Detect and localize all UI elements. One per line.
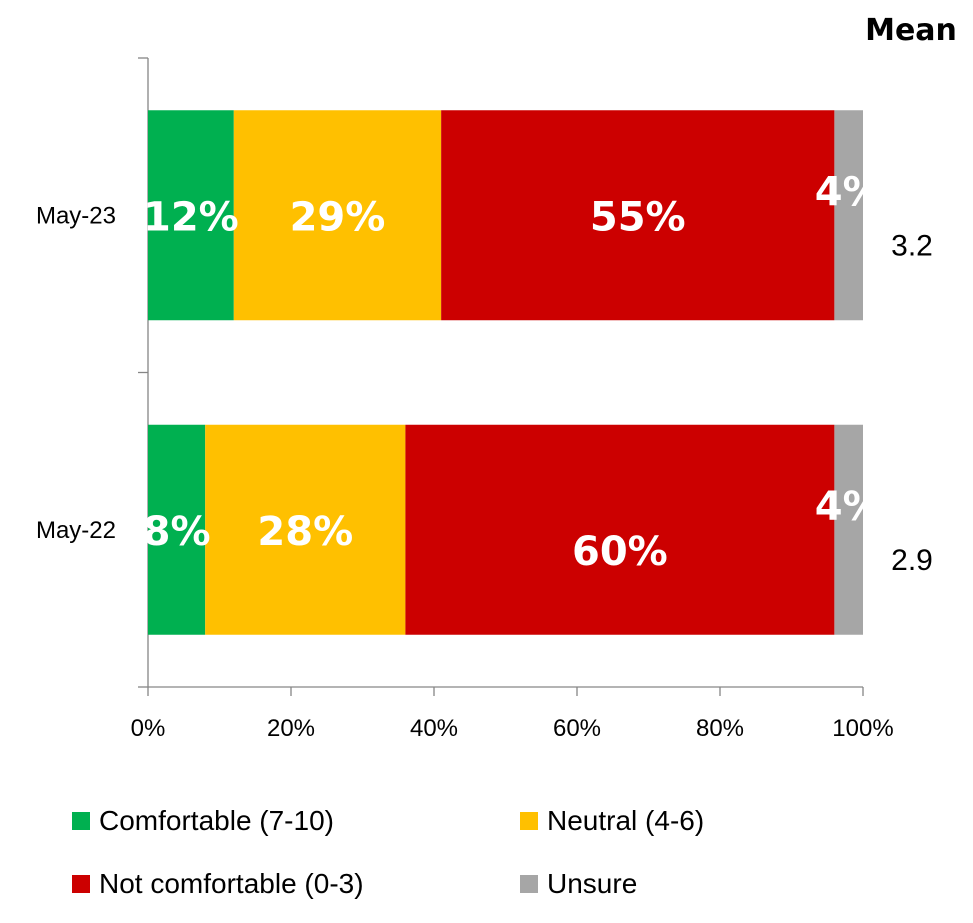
bar-segment (441, 110, 835, 321)
chart-bars (148, 110, 863, 635)
x-tick-label: 60% (553, 715, 601, 742)
legend-swatch (72, 812, 90, 830)
x-tick-label: 40% (410, 715, 458, 742)
category-label: May-22 (36, 517, 116, 544)
mean-value: 2.9 (891, 544, 933, 577)
data-label: 60% (572, 529, 668, 575)
data-label: 12% (143, 194, 239, 240)
legend-label: Not comfortable (0-3) (99, 868, 364, 899)
bar-segment (205, 424, 406, 635)
chart-legend: Comfortable (7-10) Neutral (4-6) Not comfo… (72, 805, 704, 899)
x-tick-label: 0% (131, 715, 166, 742)
data-label: 28% (257, 509, 353, 555)
x-tick-label: 20% (267, 715, 315, 742)
legend-swatch (72, 875, 90, 893)
bar-segment (148, 424, 206, 635)
legend-swatch (520, 812, 538, 830)
data-label: 29% (290, 194, 386, 240)
bar-segment (233, 110, 442, 321)
bar-segment (148, 110, 234, 321)
mean-value: 3.2 (891, 229, 933, 262)
bar-segment (834, 424, 863, 635)
bar-segment (834, 110, 863, 321)
category-label: May-23 (36, 202, 116, 229)
bar-segment (405, 424, 835, 635)
legend-label: Unsure (547, 868, 637, 899)
legend-swatch (520, 875, 538, 893)
x-tick-label: 100% (832, 715, 893, 742)
data-label: 4% (815, 169, 883, 215)
mean-column: 3.2 2.9 Mean (865, 13, 957, 577)
mean-header: Mean (865, 13, 957, 48)
data-label: 55% (590, 194, 686, 240)
chart-axes: 0% 20% 40% 60% 80% 100% May-23 May-22 (36, 57, 894, 742)
data-label: 4% (815, 484, 883, 530)
legend-label: Comfortable (7-10) (99, 805, 334, 836)
chart-data-labels: 12% 29% 55% 4% 8% 28% 60% 4% (143, 169, 883, 575)
data-label: 8% (143, 509, 211, 555)
legend-label: Neutral (4-6) (547, 805, 704, 836)
x-tick-label: 80% (696, 715, 744, 742)
